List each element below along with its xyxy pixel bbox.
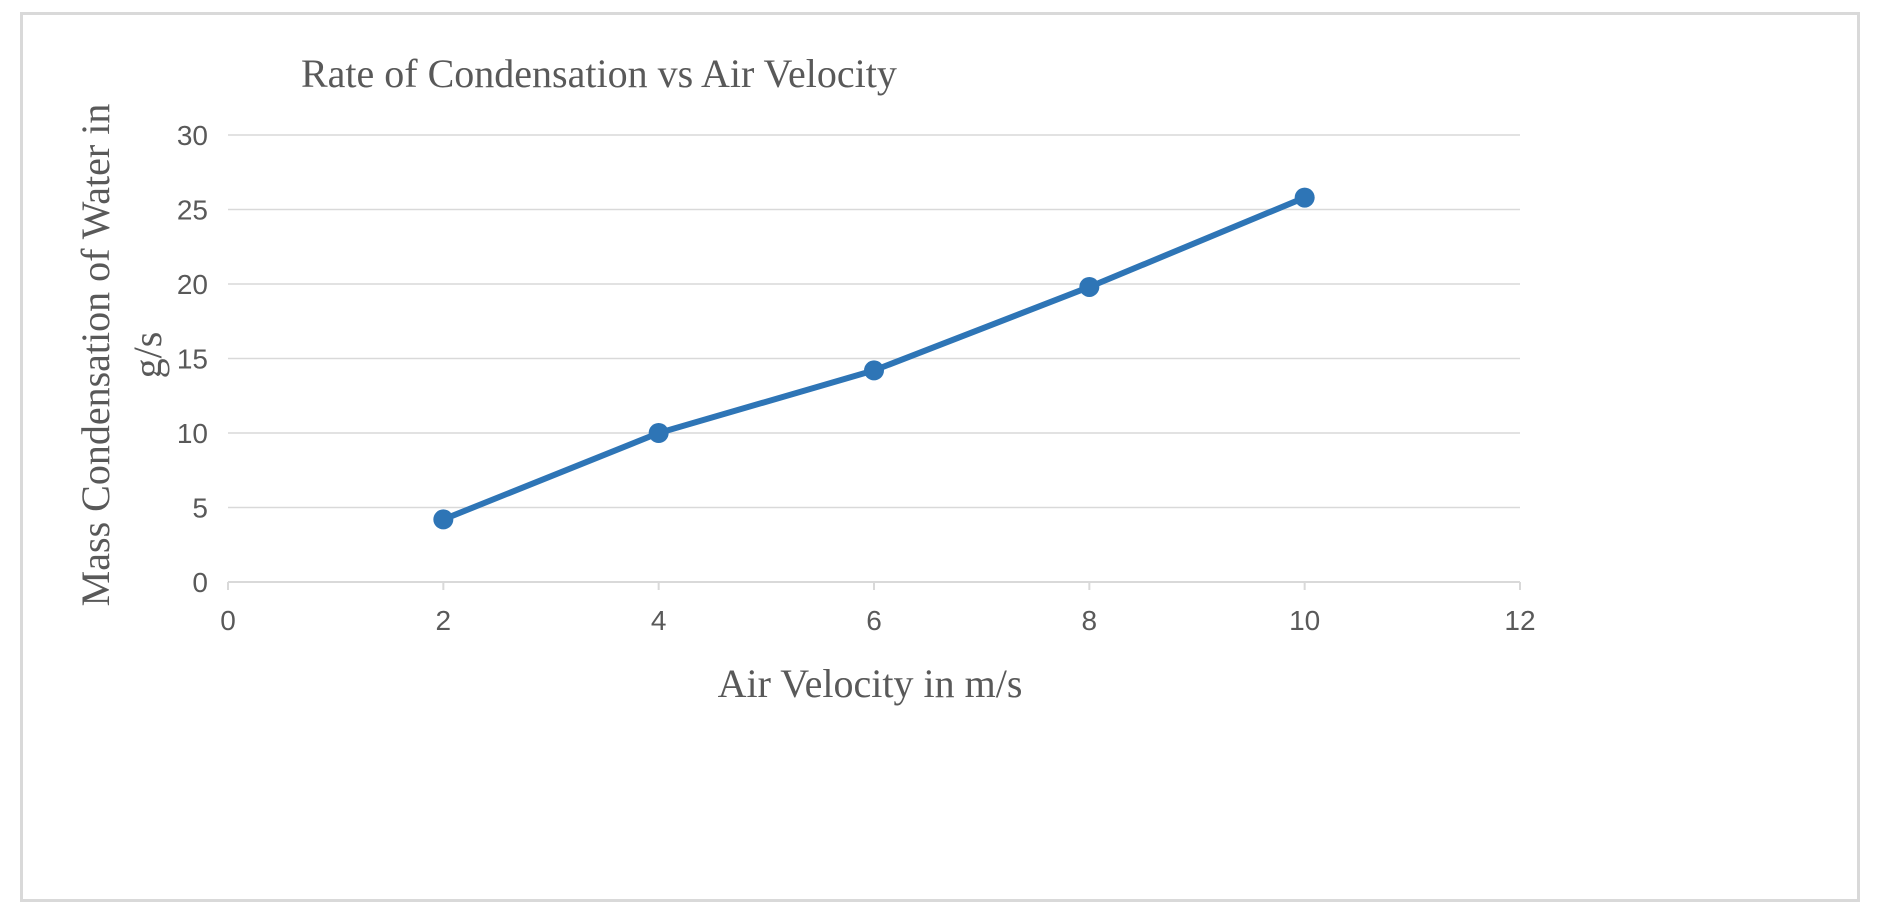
x-tick-label: 0 xyxy=(220,605,236,636)
line-chart: Rate of Condensation vs Air Velocity 0 5 1… xyxy=(73,51,1536,706)
gridlines xyxy=(228,134,1520,583)
chart-frame: Rate of Condensation vs Air Velocity 0 5 1… xyxy=(20,12,1860,902)
y-tick-label: 30 xyxy=(177,120,208,151)
x-tick-label: 10 xyxy=(1289,605,1320,636)
data-point[interactable] xyxy=(1079,276,1100,297)
y-tick-label: 10 xyxy=(177,418,208,449)
x-axis-label: Air Velocity in m/s xyxy=(718,661,1023,706)
data-point[interactable] xyxy=(648,423,669,443)
data-point[interactable] xyxy=(1294,187,1315,208)
x-tick-label: 2 xyxy=(436,605,452,636)
y-tick-label: 25 xyxy=(177,195,208,226)
x-tick-label: 12 xyxy=(1504,605,1535,636)
x-tick-label: 8 xyxy=(1082,605,1098,636)
x-axis-ticks: 0 2 4 6 8 10 12 xyxy=(220,582,1536,636)
x-tick-label: 6 xyxy=(866,605,882,636)
data-point[interactable] xyxy=(864,360,884,381)
y-axis-label-line-2: g/s xyxy=(125,332,170,379)
y-axis-ticks: 0 5 10 15 20 25 30 xyxy=(177,120,208,598)
y-tick-label: 0 xyxy=(192,567,208,598)
y-tick-label: 20 xyxy=(177,269,208,300)
series-layer xyxy=(433,187,1315,530)
x-tick-label: 4 xyxy=(651,605,667,636)
y-tick-label: 15 xyxy=(177,344,208,375)
data-point[interactable] xyxy=(433,509,454,530)
chart-title: Rate of Condensation vs Air Velocity xyxy=(301,51,897,96)
y-axis-label-line-1: Mass Condensation of Water in xyxy=(73,104,118,607)
y-axis-label: Mass Condensation of Water in g/s xyxy=(73,104,170,607)
y-tick-label: 5 xyxy=(192,493,208,524)
